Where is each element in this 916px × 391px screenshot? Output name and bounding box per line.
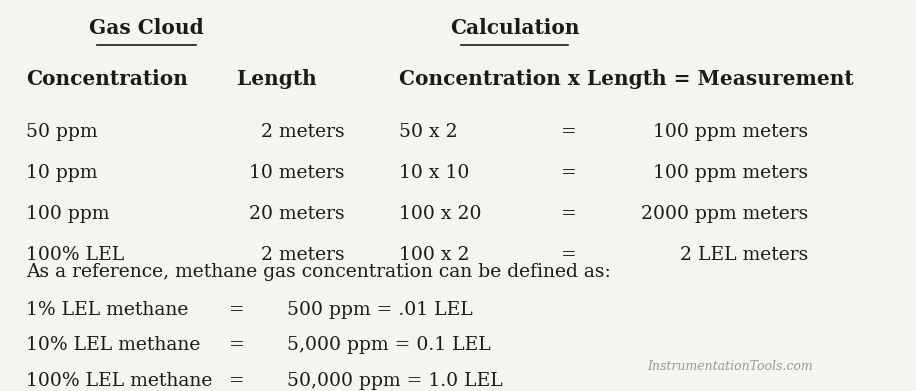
Text: 10 meters: 10 meters: [249, 164, 345, 182]
Text: 2 meters: 2 meters: [261, 123, 345, 141]
Text: 100 ppm meters: 100 ppm meters: [653, 123, 809, 141]
Text: 10 x 10: 10 x 10: [398, 164, 469, 182]
Text: Gas Cloud: Gas Cloud: [89, 18, 203, 38]
Text: Calculation: Calculation: [450, 18, 579, 38]
Text: Concentration x Length = Measurement: Concentration x Length = Measurement: [398, 69, 854, 89]
Text: InstrumentationTools.com: InstrumentationTools.com: [647, 360, 812, 373]
Text: =: =: [561, 246, 576, 264]
Text: Concentration: Concentration: [27, 69, 188, 89]
Text: 5,000 ppm = 0.1 LEL: 5,000 ppm = 0.1 LEL: [287, 336, 491, 355]
Text: 100 x 2: 100 x 2: [398, 246, 469, 264]
Text: =: =: [229, 301, 245, 319]
Text: 10 ppm: 10 ppm: [27, 164, 98, 182]
Text: =: =: [561, 164, 576, 182]
Text: Length: Length: [237, 69, 317, 89]
Text: 100 x 20: 100 x 20: [398, 205, 481, 223]
Text: 100 ppm meters: 100 ppm meters: [653, 164, 809, 182]
Text: 100% LEL: 100% LEL: [27, 246, 125, 264]
Text: 2 meters: 2 meters: [261, 246, 345, 264]
Text: =: =: [561, 123, 576, 141]
Text: 1% LEL methane: 1% LEL methane: [27, 301, 189, 319]
Text: 100% LEL methane: 100% LEL methane: [27, 372, 213, 390]
Text: 10% LEL methane: 10% LEL methane: [27, 336, 201, 355]
Text: As a reference, methane gas concentration can be defined as:: As a reference, methane gas concentratio…: [27, 263, 611, 281]
Text: 50 ppm: 50 ppm: [27, 123, 98, 141]
Text: 20 meters: 20 meters: [249, 205, 345, 223]
Text: 500 ppm = .01 LEL: 500 ppm = .01 LEL: [287, 301, 473, 319]
Text: 2000 ppm meters: 2000 ppm meters: [641, 205, 809, 223]
Text: 100 ppm: 100 ppm: [27, 205, 110, 223]
Text: =: =: [229, 336, 245, 355]
Text: =: =: [229, 372, 245, 390]
Text: 50,000 ppm = 1.0 LEL: 50,000 ppm = 1.0 LEL: [287, 372, 503, 390]
Text: =: =: [561, 205, 576, 223]
Text: 50 x 2: 50 x 2: [398, 123, 457, 141]
Text: 2 LEL meters: 2 LEL meters: [681, 246, 809, 264]
